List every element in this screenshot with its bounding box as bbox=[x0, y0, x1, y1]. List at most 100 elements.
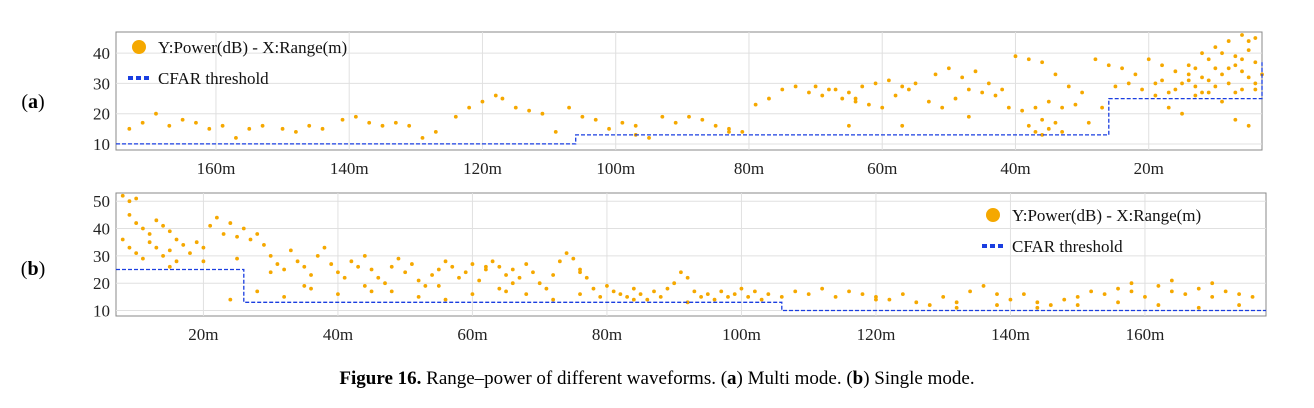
data-point bbox=[1180, 81, 1184, 86]
data-point bbox=[833, 87, 838, 92]
data-point bbox=[665, 286, 670, 291]
data-point bbox=[1200, 51, 1204, 56]
data-point bbox=[672, 281, 677, 286]
data-point bbox=[1193, 66, 1198, 71]
data-point bbox=[1075, 303, 1080, 307]
data-point bbox=[322, 245, 327, 250]
data-point bbox=[746, 294, 751, 299]
data-point bbox=[1106, 63, 1111, 68]
data-point bbox=[1166, 105, 1171, 110]
data-point bbox=[727, 126, 731, 131]
data-point bbox=[220, 123, 225, 128]
cfar-threshold-line bbox=[116, 62, 1263, 145]
data-point bbox=[1073, 102, 1078, 107]
data-point bbox=[430, 273, 434, 277]
data-point bbox=[302, 264, 307, 269]
data-point bbox=[807, 90, 811, 95]
data-point bbox=[914, 300, 919, 305]
data-point bbox=[1160, 63, 1164, 68]
panel-b: 10 20 30 40 50 20m 40m 60m 80m 100m 120m 140m 160m Y:… bbox=[21, 192, 1267, 344]
data-point bbox=[598, 294, 603, 299]
data-point bbox=[660, 114, 665, 119]
data-point bbox=[820, 286, 825, 291]
data-point bbox=[120, 237, 125, 242]
data-point bbox=[658, 294, 663, 299]
data-point bbox=[188, 251, 192, 256]
data-point bbox=[553, 129, 558, 134]
data-point bbox=[631, 286, 636, 291]
x-tick-label: 100m bbox=[722, 325, 761, 344]
data-point bbox=[180, 117, 185, 122]
data-point bbox=[1173, 87, 1178, 92]
data-point bbox=[719, 289, 724, 294]
data-point bbox=[268, 253, 273, 258]
data-point bbox=[443, 297, 448, 302]
data-point bbox=[336, 292, 340, 297]
data-point bbox=[1233, 63, 1238, 68]
data-point bbox=[436, 267, 441, 272]
data-point bbox=[1186, 78, 1191, 83]
data-point bbox=[779, 294, 784, 299]
caption-text-1: Range–power of different waveforms. ( bbox=[421, 368, 728, 389]
data-point bbox=[194, 120, 198, 125]
data-point bbox=[1193, 84, 1198, 89]
figure-caption: Figure 16. Range–power of different wave… bbox=[0, 368, 1314, 390]
data-point bbox=[329, 262, 334, 266]
data-point bbox=[235, 234, 239, 239]
data-point bbox=[780, 87, 785, 92]
data-point bbox=[416, 294, 421, 299]
data-point bbox=[490, 259, 495, 264]
data-point bbox=[356, 264, 361, 269]
data-point bbox=[705, 292, 710, 297]
data-point bbox=[1060, 129, 1065, 134]
x-tick-label: 20m bbox=[1134, 159, 1164, 178]
data-point bbox=[174, 259, 179, 264]
data-point bbox=[893, 93, 898, 98]
data-point bbox=[1053, 120, 1058, 125]
x-tick-label: 20m bbox=[188, 325, 218, 344]
data-point bbox=[295, 259, 300, 264]
data-point bbox=[580, 114, 585, 119]
data-point bbox=[954, 300, 959, 305]
y-tick-label: 10 bbox=[93, 135, 110, 154]
data-point bbox=[141, 226, 145, 231]
data-point bbox=[1193, 93, 1198, 98]
data-point bbox=[685, 275, 690, 280]
data-point bbox=[866, 102, 871, 107]
data-point bbox=[161, 223, 165, 228]
data-point bbox=[927, 303, 932, 307]
data-point bbox=[713, 123, 718, 128]
data-point bbox=[483, 264, 488, 269]
data-point bbox=[531, 270, 535, 275]
data-point bbox=[1086, 120, 1091, 125]
data-point bbox=[443, 259, 448, 264]
data-point bbox=[886, 78, 891, 83]
x-tick-label: 160m bbox=[1126, 325, 1165, 344]
x-tick-label: 80m bbox=[592, 325, 622, 344]
data-point bbox=[510, 267, 515, 272]
x-tick-label: 120m bbox=[857, 325, 896, 344]
data-point bbox=[207, 126, 212, 131]
data-point bbox=[571, 256, 576, 261]
y-tick-label: 30 bbox=[93, 74, 110, 93]
data-point bbox=[477, 278, 482, 283]
data-point bbox=[1253, 81, 1258, 86]
data-point bbox=[396, 256, 401, 261]
plot-frame bbox=[115, 31, 1263, 151]
data-point bbox=[1062, 297, 1067, 302]
data-point bbox=[241, 226, 246, 231]
data-point bbox=[699, 294, 703, 299]
data-point bbox=[268, 270, 273, 275]
data-point bbox=[167, 123, 172, 128]
data-point bbox=[1226, 66, 1231, 71]
data-point bbox=[726, 294, 730, 299]
panel-label: (a) bbox=[21, 91, 44, 113]
data-point bbox=[1120, 66, 1124, 71]
data-point bbox=[1143, 294, 1147, 299]
data-point bbox=[1210, 294, 1215, 299]
data-point bbox=[293, 129, 298, 134]
data-point bbox=[201, 259, 206, 264]
data-point bbox=[1013, 54, 1018, 59]
data-point bbox=[483, 267, 488, 272]
data-point bbox=[1008, 297, 1013, 302]
